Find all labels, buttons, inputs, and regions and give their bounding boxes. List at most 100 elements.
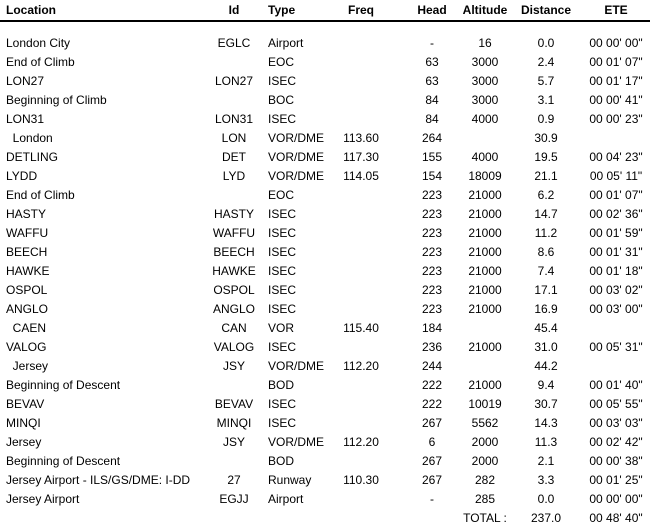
flight-table-body: London City EGLC Airport - 16 0.0 00 00' 00" En… (0, 21, 650, 524)
cell-ete: 00 00' 00" (589, 492, 643, 506)
cell-type: EOC (268, 188, 295, 202)
table-row: OSPOL OSPOL ISEC 223 21000 17.1 00 03' 02" (0, 281, 650, 300)
cell-altitude: 10019 (468, 397, 502, 411)
cell-distance: 3.3 (537, 473, 555, 487)
cell-id: HASTY (213, 207, 254, 221)
column-header-ete: ETE (582, 0, 650, 22)
cell-type: ISEC (268, 245, 297, 259)
cell-type: VOR/DME (268, 169, 325, 183)
cell-location: HASTY (6, 207, 47, 221)
cell-type: BOC (268, 93, 295, 107)
cell-id: JSY (222, 359, 245, 373)
cell-id: LON27 (214, 74, 254, 88)
cell-freq (318, 110, 404, 129)
cell-location: LYDD (6, 169, 38, 183)
cell-distance: 237.0 (530, 511, 562, 524)
cell-type: EOC (268, 55, 295, 69)
cell-id: LYD (222, 169, 246, 183)
cell-ete: 00 05' 31" (589, 340, 643, 354)
cell-type: VOR/DME (268, 435, 325, 449)
cell-id: BEVAV (214, 397, 254, 411)
table-row: Beginning of Descent BOD 267 2000 2.1 00 00' … (0, 452, 650, 471)
cell-location: DETLING (6, 150, 59, 164)
cell-distance: 30.7 (534, 397, 558, 411)
table-row: Beginning of Descent BOD 222 21000 9.4 00 01'… (0, 376, 650, 395)
table-row: DETLING DET VOR/DME 117.30 155 4000 19.5 00 04'… (0, 148, 650, 167)
cell-altitude: 16 (478, 36, 492, 50)
cell-ete: 00 00' 41" (589, 93, 643, 107)
cell-altitude: 4000 (471, 112, 499, 126)
cell-distance: 17.1 (534, 283, 558, 297)
cell-altitude: 21000 (468, 378, 502, 392)
cell-id: EGJJ (219, 492, 249, 506)
column-header-type: Type (256, 0, 318, 22)
cell-location: Jersey (6, 359, 49, 373)
cell-altitude: 5562 (471, 416, 499, 430)
cell-distance: 8.6 (537, 245, 555, 259)
cell-freq (318, 452, 404, 471)
cell-head: 6 (428, 435, 436, 449)
cell-freq (318, 376, 404, 395)
cell-head: 244 (421, 359, 443, 373)
cell-type: ISEC (268, 283, 297, 297)
cell-head: 236 (421, 340, 443, 354)
cell-id: OSPOL (213, 283, 255, 297)
cell-altitude: 21000 (468, 188, 502, 202)
column-header-head: Head (404, 0, 460, 22)
cell-ete: 00 03' 02" (589, 283, 643, 297)
cell-type: ISEC (268, 397, 297, 411)
cell-location: HAWKE (6, 264, 50, 278)
cell-head: 63 (425, 55, 439, 69)
cell-altitude: TOTAL : (463, 511, 507, 524)
cell-head: 223 (421, 207, 443, 221)
cell-freq (318, 243, 404, 262)
cell-head: 154 (421, 169, 443, 183)
cell-distance: 2.4 (537, 55, 555, 69)
cell-freq: 112.20 (343, 435, 379, 449)
cell-distance: 3.1 (537, 93, 555, 107)
cell-id: WAFFU (212, 226, 256, 240)
table-row: BEVAV BEVAV ISEC 222 10019 30.7 00 05' 55" (0, 395, 650, 414)
cell-altitude: 3000 (471, 93, 499, 107)
cell-id (212, 452, 256, 471)
cell-ete: 00 00' 00" (589, 36, 643, 50)
table-row: HASTY HASTY ISEC 223 21000 14.7 00 02' 36" (0, 205, 650, 224)
cell-ete: 00 01' 17" (589, 74, 643, 88)
table-row: End of Climb EOC 223 21000 6.2 00 01' 07" (0, 186, 650, 205)
cell-altitude: 285 (474, 492, 496, 506)
cell-head: 223 (421, 302, 443, 316)
cell-freq: 112.20 (343, 359, 379, 373)
cell-type: ISEC (268, 74, 297, 88)
cell-id: ANGLO (212, 302, 255, 316)
cell-type: Airport (268, 492, 304, 506)
cell-location: LON31 (6, 112, 45, 126)
cell-ete: 00 05' 55" (589, 397, 643, 411)
cell-location: Jersey (6, 435, 42, 449)
cell-ete: 00 48' 40" (589, 511, 643, 524)
cell-freq: 115.40 (343, 321, 379, 335)
cell-head: 84 (425, 93, 439, 107)
cell-altitude: 21000 (468, 207, 502, 221)
cell-distance: 2.1 (537, 454, 555, 468)
column-header-id: Id (212, 0, 256, 22)
cell-distance: 9.4 (537, 378, 555, 392)
table-row: Jersey Airport EGJJ Airport - 285 0.0 00 00' 0… (0, 490, 650, 509)
cell-altitude: 3000 (471, 55, 499, 69)
cell-type: BOD (268, 378, 295, 392)
cell-altitude: 21000 (468, 340, 502, 354)
column-header-distance: Distance (510, 0, 582, 22)
cell-location: Beginning of Climb (6, 93, 107, 107)
cell-freq: 114.05 (343, 169, 379, 183)
cell-distance: 11.3 (534, 435, 558, 449)
cell-location: End of Climb (6, 55, 75, 69)
cell-distance: 6.2 (537, 188, 555, 202)
cell-freq (318, 21, 404, 53)
cell-distance: 0.0 (537, 492, 555, 506)
table-row: VALOG VALOG ISEC 236 21000 31.0 00 05' 31" (0, 338, 650, 357)
cell-distance: 14.7 (534, 207, 558, 221)
cell-freq (318, 262, 404, 281)
cell-altitude: 21000 (468, 283, 502, 297)
cell-head (404, 509, 460, 524)
cell-head: 223 (421, 226, 443, 240)
cell-type: VOR/DME (268, 359, 325, 373)
